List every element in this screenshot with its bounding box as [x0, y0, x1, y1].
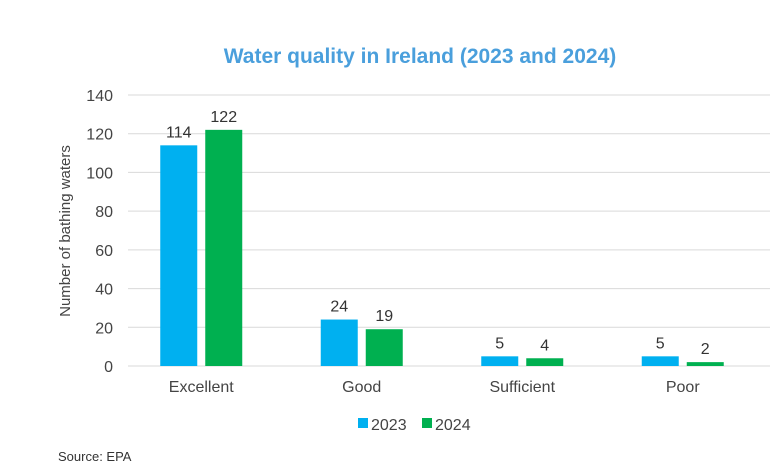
x-tick-label: Sufficient	[489, 379, 555, 396]
legend-label: 2024	[435, 417, 471, 434]
legend-label: 2023	[371, 417, 407, 434]
data-label: 5	[495, 335, 504, 352]
bar-2023-sufficient	[481, 356, 519, 366]
y-tick-label: 120	[86, 127, 113, 144]
y-tick-label: 100	[86, 165, 113, 182]
y-tick-label: 80	[95, 204, 113, 221]
data-label: 5	[656, 335, 665, 352]
bar-2024-excellent	[205, 129, 243, 366]
bar-2024-poor	[686, 362, 724, 366]
x-axis-ticks: Excellent Good Sufficient Poor	[169, 379, 701, 396]
data-label: 2	[701, 341, 710, 358]
y-axis-label: Number of bathing waters	[57, 145, 74, 317]
y-tick-label: 20	[95, 320, 113, 337]
bar-2024-sufficient	[526, 358, 564, 366]
x-tick-label: Poor	[666, 379, 700, 396]
y-tick-label: 40	[95, 282, 113, 299]
data-label: 122	[210, 109, 237, 126]
legend: 2023 2024	[358, 417, 471, 434]
bars: 114 122 24 19 5 4 5 2	[160, 109, 724, 366]
y-tick-label: 0	[104, 359, 113, 376]
bar-2023-good	[320, 319, 358, 366]
legend-swatch-2024	[422, 418, 432, 428]
y-tick-label: 60	[95, 243, 113, 260]
y-axis-ticks: 0 20 40 60 80 100 120 140	[86, 88, 113, 376]
data-label: 4	[540, 337, 549, 354]
source-note: Source: EPA	[58, 449, 132, 464]
bar-2023-excellent	[160, 145, 198, 366]
x-tick-label: Good	[342, 379, 381, 396]
x-tick-label: Excellent	[169, 379, 234, 396]
y-tick-label: 140	[86, 88, 113, 105]
chart-title: Water quality in Ireland (2023 and 2024)	[224, 45, 617, 68]
data-label: 24	[330, 299, 348, 316]
bar-2023-poor	[641, 356, 679, 366]
data-label: 114	[166, 124, 192, 141]
bar-2024-good	[365, 329, 403, 366]
legend-swatch-2023	[358, 418, 368, 428]
data-label: 19	[375, 308, 393, 325]
